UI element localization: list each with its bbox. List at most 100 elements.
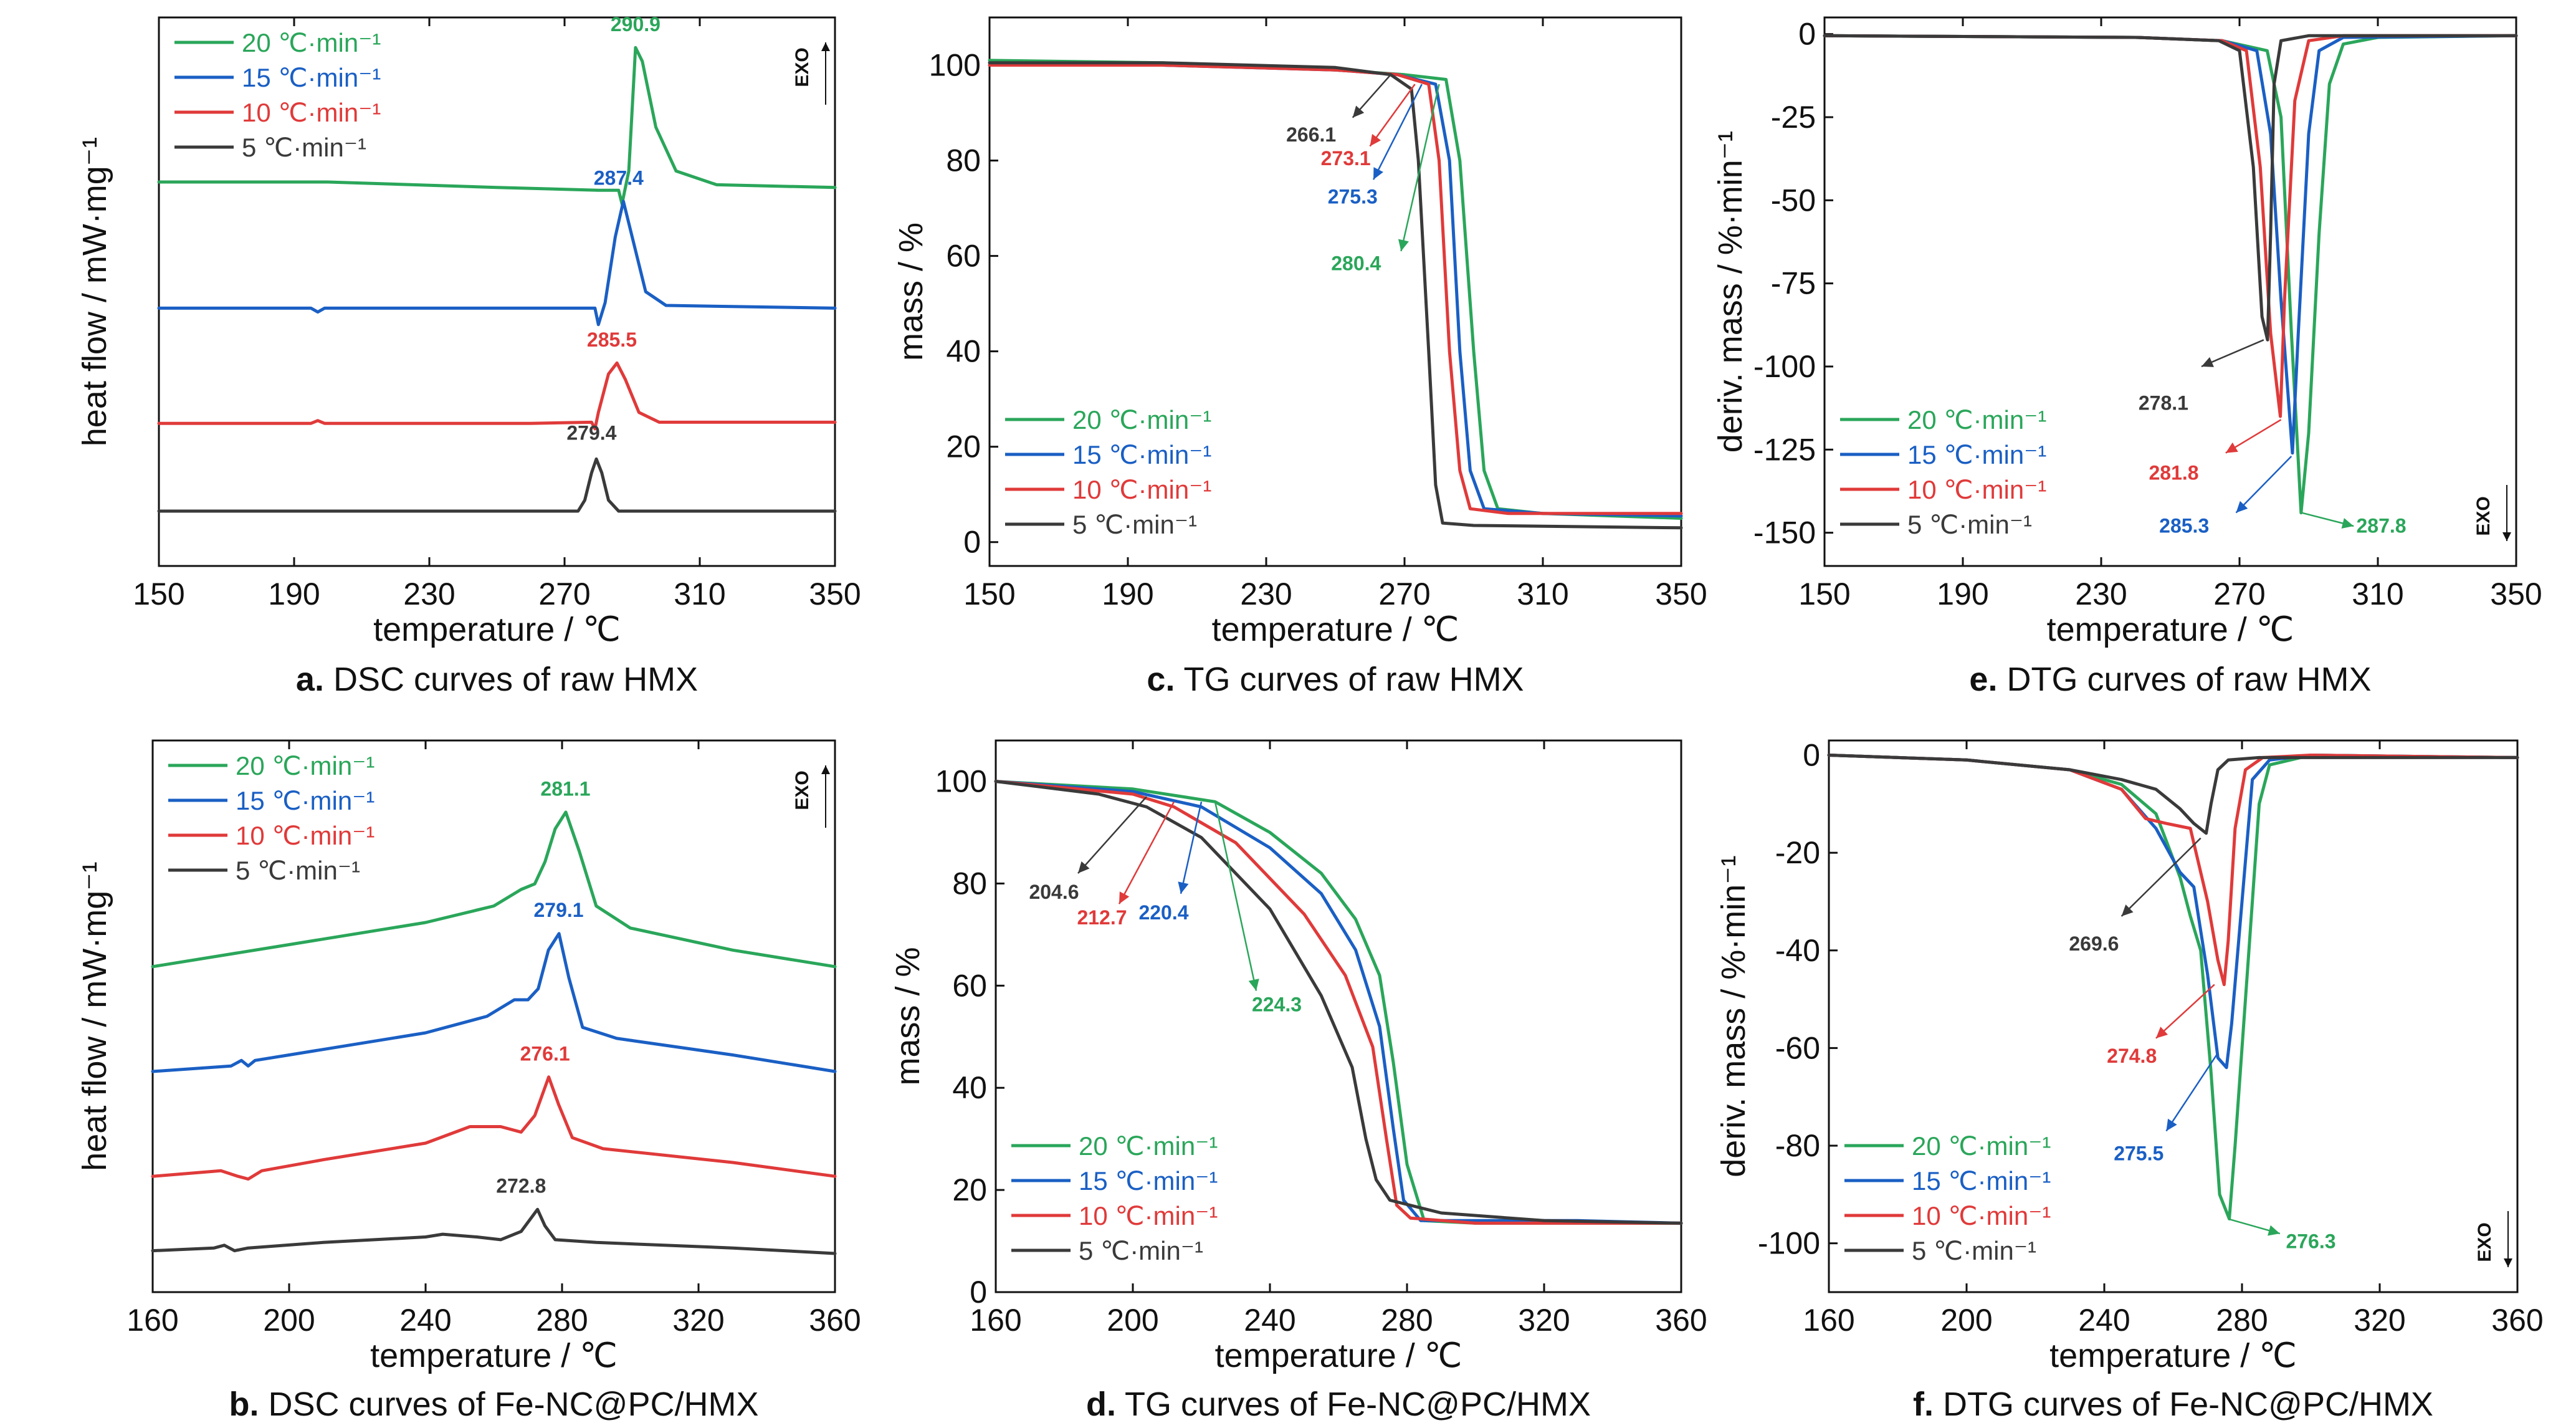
x-tick-label: 240 <box>399 1303 451 1338</box>
x-tick-label: 270 <box>2213 577 2265 611</box>
annotation-arrowhead-5 <box>1078 861 1090 874</box>
data-label-20: 224.3 <box>1252 993 1302 1015</box>
legend-label-20: 20 ℃·min⁻¹ <box>1072 405 1211 434</box>
x-tick-label: 360 <box>2491 1303 2543 1338</box>
annotation-arrow-5 <box>2120 837 2202 917</box>
exo-arrowhead <box>2502 532 2511 541</box>
annotation-arrowhead-5 <box>1352 105 1365 118</box>
exo-label: EXO <box>792 770 813 810</box>
annotation-arrow-15 <box>1180 802 1203 894</box>
legend-label-15: 15 ℃·min⁻¹ <box>1912 1166 2051 1196</box>
x-axis-label: temperature / ℃ <box>2047 611 2294 648</box>
legend-label-20: 20 ℃·min⁻¹ <box>242 28 381 57</box>
y-axis-label: mass / % <box>892 223 930 361</box>
series-line-20 <box>157 46 837 206</box>
data-label-20: 281.1 <box>540 778 590 800</box>
annotation-arrow-15 <box>2235 456 2292 514</box>
annotation-arrowhead-20 <box>1398 239 1409 251</box>
caption-text: DTG curves of Fe-NC@PC/HMX <box>1934 1386 2433 1423</box>
caption-text: DTG curves of raw HMX <box>1997 661 2371 698</box>
annotation-arrow-5 <box>1077 796 1147 874</box>
x-tick-label: 320 <box>672 1303 724 1338</box>
annotation-arrow-20 <box>1400 84 1440 252</box>
annotation-arrowhead-5 <box>2121 904 2134 916</box>
legend-label-20: 20 ℃·min⁻¹ <box>236 751 374 780</box>
legend-label-5: 5 ℃·min⁻¹ <box>236 856 360 885</box>
data-label-15: 275.5 <box>2114 1143 2163 1165</box>
annotation-arrow-5 <box>2201 339 2264 368</box>
data-label-5: 278.1 <box>2139 391 2188 414</box>
legend-label-15: 15 ℃·min⁻¹ <box>1072 440 1211 469</box>
annotation-arrowhead-10 <box>1370 133 1381 146</box>
y-tick-label: -20 <box>1775 835 1820 870</box>
plot-frame <box>1823 16 2517 567</box>
caption-letter: d. <box>1086 1386 1116 1423</box>
x-tick-label: 360 <box>1655 1303 1707 1338</box>
panel-d: 160 200 240 280 320 360 0 20 40 60 80 100 temperatur… <box>889 739 1707 1423</box>
legend-label-10: 10 ℃·min⁻¹ <box>1907 475 2046 504</box>
y-tick-label: -60 <box>1775 1030 1820 1065</box>
legend-label-10: 10 ℃·min⁻¹ <box>242 98 381 127</box>
annotation-arrowhead-5 <box>2201 357 2214 367</box>
x-tick-label: 160 <box>970 1303 1021 1338</box>
x-tick-label: 240 <box>1244 1303 1295 1338</box>
x-tick-label: 310 <box>674 577 725 611</box>
x-tick-label: 320 <box>1518 1303 1570 1338</box>
y-tick-label: 40 <box>952 1070 987 1105</box>
annotation-arrow-15 <box>2165 1052 2219 1132</box>
x-tick-label: 280 <box>536 1303 588 1338</box>
data-label-10: 274.8 <box>2107 1045 2157 1067</box>
y-tick-label: 0 <box>970 1275 987 1310</box>
legend-label-5: 5 ℃·min⁻¹ <box>1907 510 2032 539</box>
x-tick-label: 350 <box>1655 577 1707 611</box>
series-line-5 <box>1827 754 2519 835</box>
plot-frame <box>1828 739 2519 1293</box>
y-tick-label: 80 <box>946 143 981 178</box>
y-tick-label: 80 <box>952 866 987 901</box>
y-tick-label: -25 <box>1771 100 1816 135</box>
x-tick-label: 230 <box>1240 577 1292 611</box>
annotation-arrowhead-10 <box>2155 1027 2168 1038</box>
plot-frame <box>151 739 836 1293</box>
legend-label-10: 10 ℃·min⁻¹ <box>236 821 374 850</box>
data-label-20: 287.8 <box>2357 515 2407 537</box>
plot-frame <box>988 16 1682 567</box>
x-axis-label: temperature / ℃ <box>1212 611 1459 648</box>
y-axis-label: heat flow / mW·mg⁻¹ <box>76 861 113 1171</box>
legend-label-20: 20 ℃·min⁻¹ <box>1079 1131 1218 1161</box>
y-tick-label: 0 <box>1798 17 1816 52</box>
x-axis-label: temperature / ℃ <box>1215 1337 1462 1374</box>
legend-label-5: 5 ℃·min⁻¹ <box>242 133 366 162</box>
data-label-10: 285.5 <box>587 328 637 351</box>
y-tick-label: -150 <box>1753 515 1816 550</box>
y-tick-label: -125 <box>1753 432 1816 467</box>
panel-caption: e. DTG curves of raw HMX <box>1969 661 2371 698</box>
x-tick-label: 320 <box>2354 1303 2405 1338</box>
x-tick-label: 350 <box>2490 577 2542 611</box>
series-line-5 <box>157 457 837 513</box>
series-line-10 <box>1827 754 2519 987</box>
series-line-5 <box>988 61 1683 530</box>
caption-text: DSC curves of Fe-NC@PC/HMX <box>259 1386 759 1423</box>
annotation-arrow-10 <box>1118 801 1175 904</box>
data-label-10: 276.1 <box>520 1042 570 1065</box>
x-tick-label: 310 <box>2352 577 2403 611</box>
series-line-5 <box>151 1207 837 1255</box>
series-line-10 <box>1823 34 2518 418</box>
series-line-20 <box>151 810 837 969</box>
x-tick-label: 230 <box>2075 577 2127 611</box>
caption-letter: f. <box>1913 1386 1934 1423</box>
legend-label-10: 10 ℃·min⁻¹ <box>1072 475 1211 504</box>
annotation-arrowhead-15 <box>1178 881 1189 894</box>
data-label-15: 275.3 <box>1328 185 1378 208</box>
legend-label-15: 15 ℃·min⁻¹ <box>1079 1166 1218 1196</box>
data-label-10: 212.7 <box>1077 906 1127 929</box>
panel-b: 160 200 240 280 320 360 temperature / ℃ heat fl… <box>76 739 861 1423</box>
series-line-20 <box>1827 754 2519 1220</box>
annotation-arrowhead-20 <box>1248 979 1259 991</box>
annotation-arrow-20 <box>1214 802 1257 991</box>
exo-arrowhead <box>2504 1258 2512 1267</box>
y-tick-label: -100 <box>1753 349 1816 384</box>
series-line-10 <box>157 361 837 431</box>
